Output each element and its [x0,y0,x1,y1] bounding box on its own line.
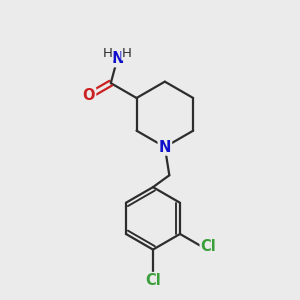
Text: Cl: Cl [201,239,216,254]
Text: H: H [103,47,113,60]
Text: Cl: Cl [145,273,161,288]
Text: O: O [83,88,95,103]
Text: H: H [122,47,132,60]
Text: N: N [159,140,171,154]
Text: N: N [111,51,124,66]
